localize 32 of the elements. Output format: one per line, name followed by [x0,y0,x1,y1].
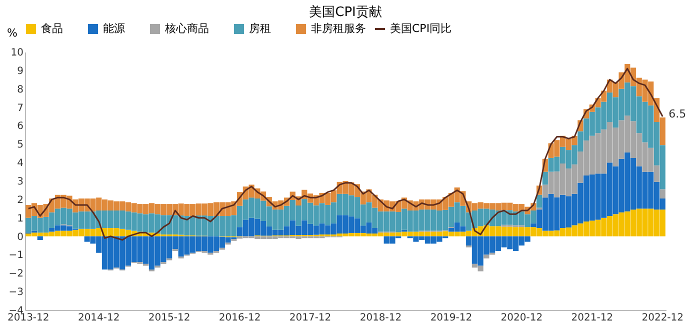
x-tick-label: 2019-12 [430,312,472,324]
x-tick-label: 2022-12 [642,312,684,324]
legend-label: 美国CPI同比 [390,22,452,35]
x-tick-label: 2017-12 [289,312,332,324]
y-axis-title: % [7,26,18,40]
x-tick-label: 2015-12 [148,312,190,324]
y-tick-label: 5 [17,140,24,151]
y-tick-label: −3 [8,287,24,298]
x-tick-label: 2018-12 [360,312,402,324]
chart-title: 美国CPI贡献 [309,4,382,20]
y-tick-label: 8 [17,84,24,96]
y-tick-label: −1 [8,250,24,262]
legend-label: 非房租服务 [311,22,366,35]
y-tick-label: 4 [17,158,24,170]
legend-label: 核心商品 [164,22,209,35]
y-tick-label: 7 [17,102,24,114]
y-tick-label: 9 [17,66,24,77]
x-tick-label: 2014-12 [78,312,120,324]
y-tick-label: 6 [17,121,24,132]
y-tick-label: 10 [10,48,24,58]
x-tick-label: 2021-12 [571,312,614,324]
x-tick-label: 2016-12 [218,312,261,324]
annotation: 6.5 [668,108,686,120]
legend-label: 食品 [41,22,63,35]
y-tick-label: 2 [17,194,24,206]
x-tick-label: 2020-12 [500,312,543,324]
legend-label: 房租 [249,22,271,35]
y-tick-label: 0 [17,232,24,243]
legend-label: 能源 [103,22,125,35]
y-tick-label: 3 [17,176,24,188]
y-tick-label: −2 [8,268,24,280]
y-tick-label: 1 [17,213,24,224]
